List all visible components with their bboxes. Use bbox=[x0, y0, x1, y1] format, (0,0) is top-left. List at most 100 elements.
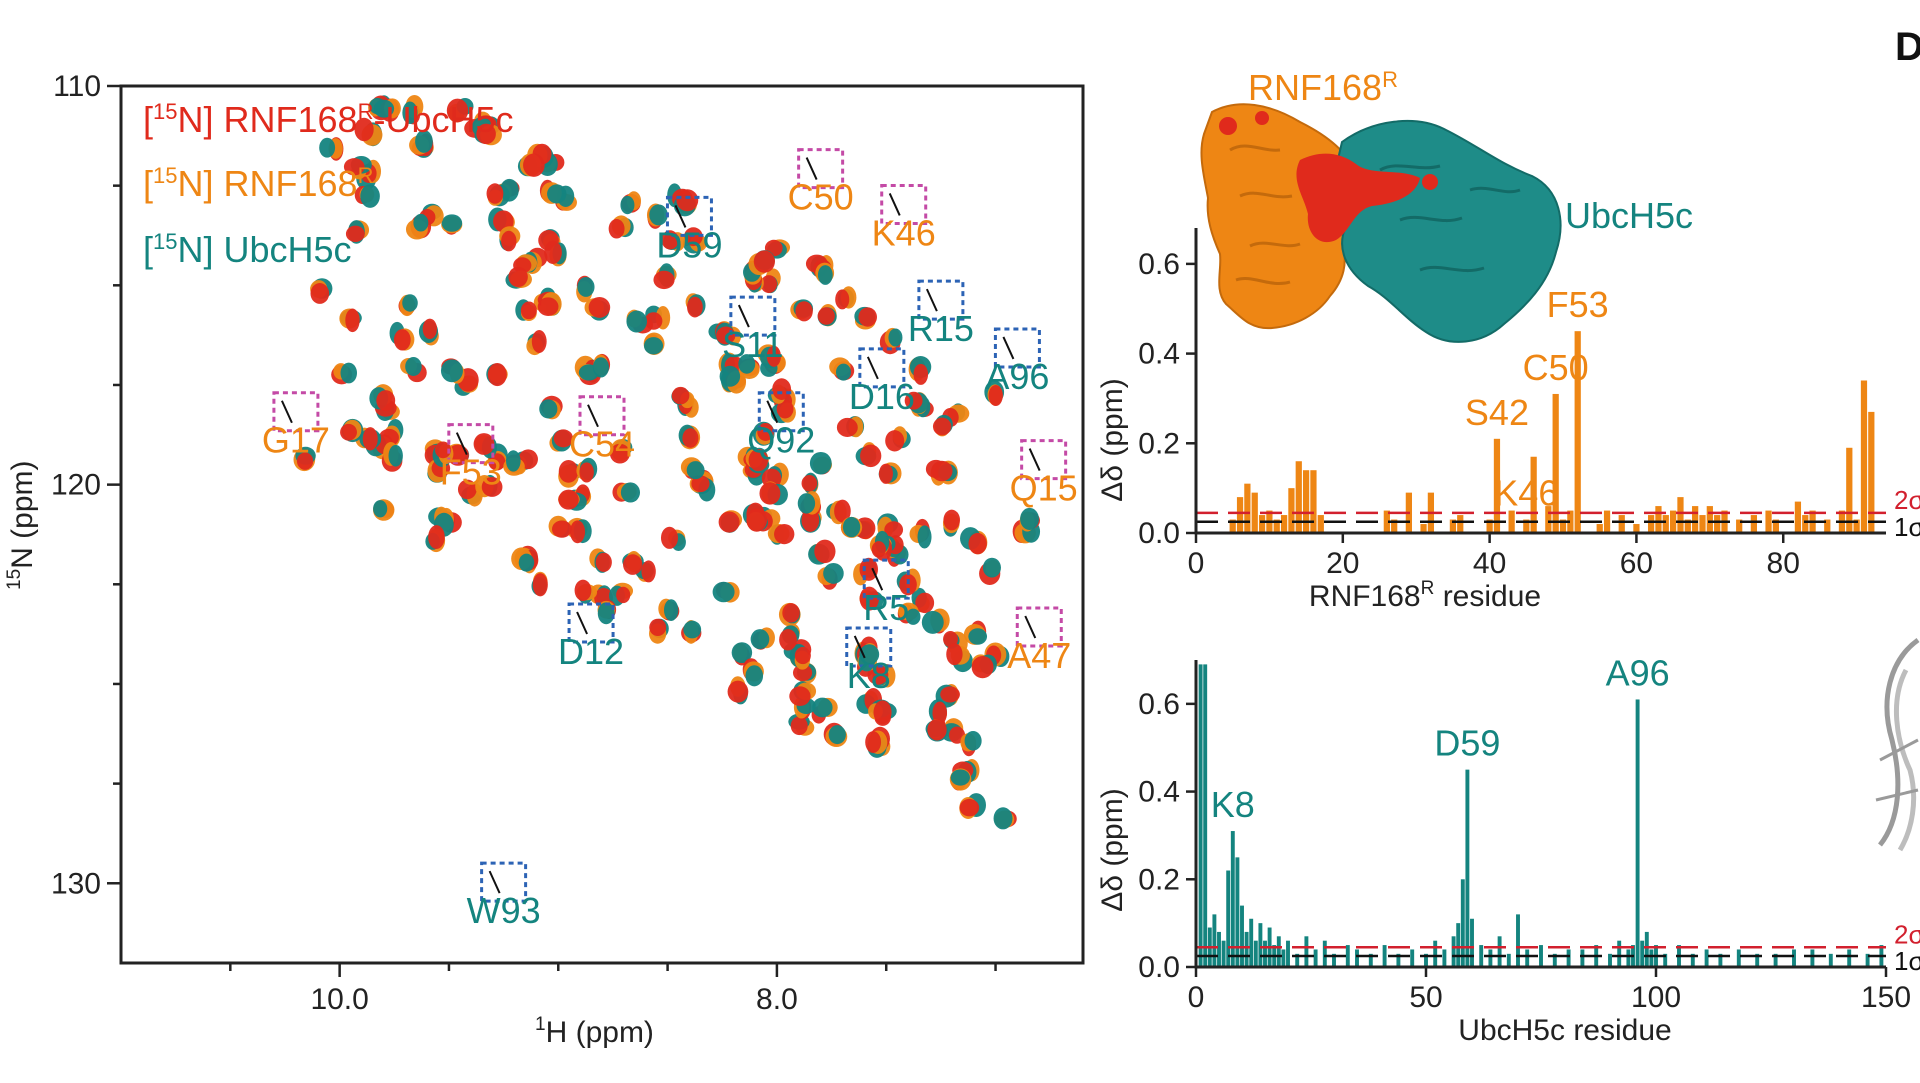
csp1-xtick-label: 40 bbox=[1473, 547, 1506, 580]
hsqc-peak bbox=[836, 417, 858, 437]
hsqc-frame bbox=[119, 84, 1085, 965]
hsqc-peak bbox=[373, 99, 395, 118]
csp1-bar bbox=[1530, 456, 1537, 533]
hsqc-peak bbox=[828, 725, 846, 745]
csp2-bar bbox=[1198, 664, 1203, 967]
csp1-peak-label: F53 bbox=[1547, 284, 1609, 325]
hsqc-peak bbox=[345, 225, 365, 243]
hsqc-peak bbox=[360, 184, 380, 208]
csp1-xtick-label: 60 bbox=[1620, 547, 1653, 580]
hsqc-peak bbox=[319, 137, 336, 158]
hsqc-annotation-arrow bbox=[766, 400, 779, 424]
csp2-bar bbox=[1810, 949, 1815, 967]
csp2-bar bbox=[1460, 879, 1465, 967]
hsqc-peak bbox=[921, 610, 944, 634]
csp2-bar bbox=[1244, 931, 1249, 967]
hsqc-peak bbox=[905, 608, 921, 625]
hsqc-legend: [15N] RNF168R-UbcH5c [15N] RNF168R [15N]… bbox=[143, 99, 513, 270]
hsqc-peak bbox=[971, 655, 994, 679]
csp2-bar bbox=[1217, 931, 1221, 967]
rnf168-csp-xlabel: RNF168R residue bbox=[1309, 578, 1541, 613]
hsqc-peak bbox=[748, 448, 769, 472]
csp1-bar bbox=[1236, 497, 1244, 533]
hsqc-peak-label: C50 bbox=[788, 177, 854, 218]
hsqc-peak bbox=[932, 417, 952, 436]
hsqc-peak bbox=[362, 427, 378, 451]
hsqc-annotation-arrow bbox=[866, 356, 879, 380]
csp2-bar bbox=[1295, 953, 1300, 967]
hsqc-peak bbox=[731, 642, 753, 664]
csp2-bar bbox=[1433, 940, 1438, 967]
csp2-bar bbox=[1332, 953, 1336, 967]
hsqc-annotation-arrow bbox=[1024, 615, 1037, 639]
hsqc-annotation-arrow bbox=[488, 870, 501, 894]
hsqc-peak bbox=[537, 297, 559, 316]
csp1-ytick-label: 0.2 bbox=[1138, 427, 1180, 460]
hsqc-peak bbox=[440, 359, 463, 383]
hsqc-peak bbox=[794, 646, 811, 665]
hsqc-peak bbox=[435, 441, 452, 459]
csp1-bar bbox=[1633, 524, 1640, 533]
hsqc-highlight-box bbox=[993, 327, 1041, 369]
hsqc-peak bbox=[405, 357, 422, 377]
csp1-bar bbox=[1559, 519, 1567, 533]
csp2-bar bbox=[1322, 940, 1327, 967]
hsqc-peak bbox=[376, 390, 396, 411]
hsqc-annotation-arrow bbox=[576, 611, 588, 635]
csp2-bar bbox=[1226, 870, 1231, 967]
hsqc-peak bbox=[738, 354, 756, 374]
hsqc-annotation-arrow bbox=[871, 567, 884, 591]
csp2-xtick-label: 50 bbox=[1409, 981, 1442, 1014]
csp2-bar bbox=[1506, 953, 1511, 967]
hsqc-peak bbox=[671, 386, 690, 405]
csp1-bar bbox=[1662, 515, 1669, 533]
csp2-bar bbox=[1240, 905, 1244, 967]
hsqc-peak bbox=[577, 277, 595, 297]
csp1-ytick-label: 0.0 bbox=[1138, 517, 1180, 550]
hsqc-peak bbox=[539, 399, 558, 419]
hsqc-peak bbox=[760, 275, 778, 294]
csp1-peak-label: S42 bbox=[1465, 392, 1529, 433]
hsqc-peak bbox=[913, 363, 929, 385]
hsqc-peak bbox=[402, 101, 418, 125]
csp2-bar bbox=[1516, 914, 1520, 967]
hsqc-peak bbox=[774, 524, 795, 545]
csp2-bar bbox=[1286, 940, 1290, 967]
hsqc-highlight-box bbox=[447, 423, 495, 465]
hsqc-peak bbox=[660, 526, 679, 549]
csp1-bar bbox=[1258, 515, 1266, 533]
csp1-xtick-label: 0 bbox=[1188, 547, 1205, 580]
hsqc-peak-label: D12 bbox=[558, 631, 624, 672]
csp2-ytick-label: 0.2 bbox=[1138, 863, 1180, 896]
hsqc-ytick-label: 110 bbox=[53, 70, 101, 103]
hsqc-annotation-arrow bbox=[1002, 336, 1015, 360]
hsqc-annotation-arrow bbox=[1028, 448, 1041, 471]
hsqc-peak bbox=[686, 461, 705, 480]
csp1-bar bbox=[1692, 506, 1699, 533]
csp2-bar bbox=[1525, 949, 1530, 967]
hsqc-ytick-label: 130 bbox=[51, 867, 101, 900]
csp1-peak-label: K46 bbox=[1494, 473, 1558, 514]
hsqc-peak bbox=[518, 553, 535, 572]
hsqc-peak bbox=[343, 158, 365, 176]
hsqc-peak bbox=[682, 428, 699, 448]
hsqc-peak bbox=[865, 731, 882, 754]
csp1-bar bbox=[1523, 519, 1530, 533]
complex-structure-illustration: RNF168R UbcH5c bbox=[1200, 67, 1693, 343]
hsqc-peak bbox=[931, 460, 953, 482]
ribbon-structure-fragment bbox=[1875, 637, 1920, 852]
hsqc-peak bbox=[817, 307, 835, 325]
hsqc-peak bbox=[712, 581, 735, 603]
hsqc-peak bbox=[812, 697, 833, 718]
hsqc-peak bbox=[719, 365, 741, 387]
hsqc-peak bbox=[759, 482, 781, 505]
hsqc-peak bbox=[354, 117, 374, 142]
ubch5c-csp-ylabel: Δδ (ppm) bbox=[1096, 788, 1129, 911]
hsqc-peak-label: A96 bbox=[985, 356, 1049, 397]
csp2-ytick-label: 0.4 bbox=[1138, 776, 1180, 809]
hsqc-peak bbox=[859, 557, 879, 581]
csp1-bar bbox=[1603, 510, 1611, 533]
csp1-bar bbox=[1684, 519, 1691, 533]
csp2-bar bbox=[1221, 940, 1226, 967]
csp2-bar bbox=[1644, 931, 1649, 967]
